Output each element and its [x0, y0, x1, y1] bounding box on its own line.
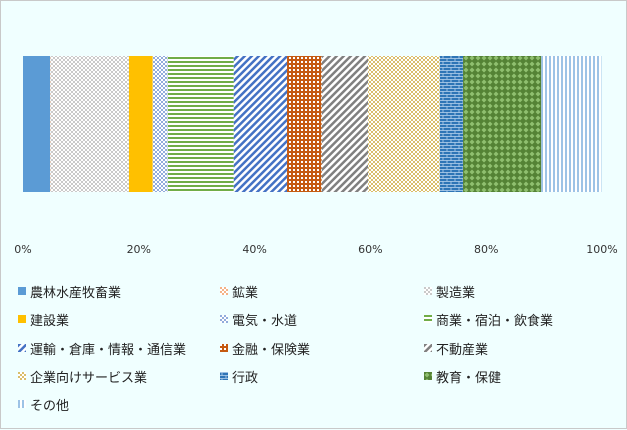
x-tick-label: 60% [358, 243, 382, 256]
bar-segment [128, 56, 153, 192]
bar-segment [368, 56, 440, 192]
bar-segment [167, 56, 234, 192]
bar-segment [321, 56, 369, 192]
bar-segment [287, 56, 322, 192]
x-tick-label: 100% [586, 243, 617, 256]
x-tick-label: 80% [474, 243, 498, 256]
bar-segments [23, 56, 602, 192]
bar-segment [233, 56, 288, 192]
bar-segment [50, 56, 51, 192]
x-axis-ticks: 0% 20% 40% 60% 80% 100% [14, 243, 617, 256]
bar-segment [50, 56, 129, 192]
x-tick-label: 0% [14, 243, 31, 256]
bar-segment [152, 56, 168, 192]
bar-segment [23, 56, 51, 192]
bar-segment [541, 56, 602, 192]
x-tick-label: 40% [242, 243, 266, 256]
bar-segment [463, 56, 542, 192]
bar-segment [439, 56, 464, 192]
x-tick-label: 20% [127, 243, 151, 256]
